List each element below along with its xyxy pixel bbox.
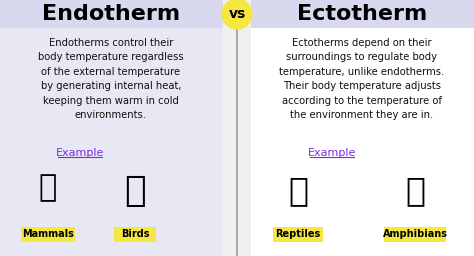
Text: Reptiles: Reptiles bbox=[275, 229, 320, 239]
Text: 🦎: 🦎 bbox=[288, 175, 308, 208]
Text: Example: Example bbox=[308, 148, 356, 158]
Text: 🐸: 🐸 bbox=[405, 175, 425, 208]
FancyBboxPatch shape bbox=[0, 0, 223, 256]
Text: 🚶: 🚶 bbox=[39, 174, 57, 202]
FancyBboxPatch shape bbox=[21, 227, 75, 241]
Text: vs: vs bbox=[228, 7, 246, 21]
FancyBboxPatch shape bbox=[273, 227, 323, 241]
Text: Mammals: Mammals bbox=[22, 229, 74, 239]
Text: Birds: Birds bbox=[121, 229, 149, 239]
Text: Amphibians: Amphibians bbox=[383, 229, 447, 239]
FancyBboxPatch shape bbox=[114, 227, 156, 241]
Text: 🐦: 🐦 bbox=[124, 174, 146, 208]
FancyBboxPatch shape bbox=[251, 0, 474, 256]
Text: Ectotherm: Ectotherm bbox=[297, 4, 427, 24]
FancyBboxPatch shape bbox=[0, 0, 223, 28]
Text: Endotherm: Endotherm bbox=[42, 4, 180, 24]
Circle shape bbox=[222, 0, 252, 29]
Text: Ectotherms depend on their
surroundings to regulate body
temperature, unlike end: Ectotherms depend on their surroundings … bbox=[279, 38, 445, 120]
FancyBboxPatch shape bbox=[384, 227, 446, 241]
Text: Endotherms control their
body temperature regardless
of the external temperature: Endotherms control their body temperatur… bbox=[38, 38, 184, 120]
Text: Example: Example bbox=[56, 148, 104, 158]
FancyBboxPatch shape bbox=[251, 0, 474, 28]
